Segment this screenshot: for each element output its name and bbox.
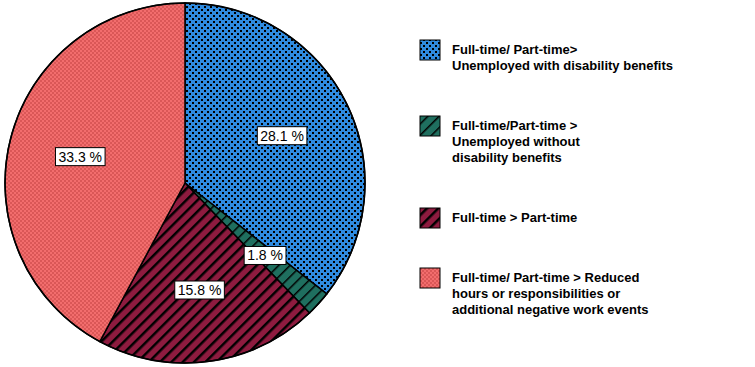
legend-swatch bbox=[420, 208, 440, 228]
data-label-box bbox=[244, 246, 286, 264]
legend-swatch bbox=[420, 40, 440, 60]
data-label: 15.8 % bbox=[175, 281, 225, 299]
data-label: 28.1 % bbox=[257, 127, 307, 145]
data-label-text: 33.3 % bbox=[58, 149, 102, 165]
data-label-text: 1.8 % bbox=[247, 247, 283, 263]
legend bbox=[420, 40, 440, 288]
pie-slice bbox=[5, 3, 185, 342]
data-label-text: 28.1 % bbox=[260, 128, 304, 144]
data-labels: 28.1 % 1.8 % 15.8 % 33.3 % bbox=[55, 127, 306, 299]
legend-label: Full-time/ Part-time > Reduced hours or … bbox=[452, 270, 752, 318]
legend-swatch bbox=[420, 268, 440, 288]
pie-outline bbox=[5, 3, 365, 363]
data-label: 1.8 % bbox=[244, 246, 286, 264]
data-label-box bbox=[175, 281, 225, 299]
legend-label: Full-time/ Part-time> Unemployed with di… bbox=[452, 42, 752, 74]
legend-swatch bbox=[420, 116, 440, 136]
legend-label: Full-time > Part-time bbox=[452, 210, 752, 226]
data-label-box bbox=[55, 148, 105, 166]
data-label: 33.3 % bbox=[55, 148, 105, 166]
page: {"chart_data": {"type": "pie", "categori… bbox=[0, 0, 755, 367]
slices bbox=[5, 3, 365, 363]
data-label-text: 15.8 % bbox=[178, 282, 222, 298]
legend-label: Full-time/Part-time > Unemployed without… bbox=[452, 118, 752, 166]
data-label-box bbox=[257, 127, 307, 145]
